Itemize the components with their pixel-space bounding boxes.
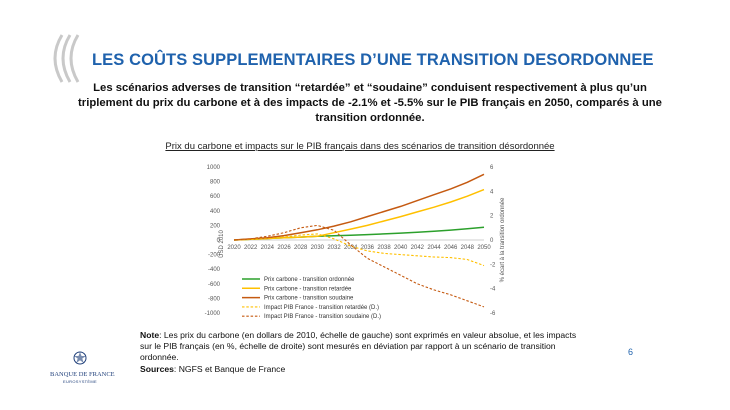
chart-series <box>233 173 485 308</box>
x-tick-label: 2036 <box>361 245 375 251</box>
legend-label: Impact PIB France - transition retardée … <box>264 305 379 311</box>
legend-label: Impact PIB France - transition soudaine … <box>264 314 381 320</box>
x-tick-label: 2038 <box>377 245 391 251</box>
right-axis-title: % écart à la transition ordonnée <box>500 197 506 282</box>
series-line-retardee <box>233 188 485 241</box>
left-tick-label: 600 <box>210 194 221 200</box>
legend-label: Prix carbone - transition soudaine <box>264 296 354 302</box>
x-tick-label: 2040 <box>394 245 408 251</box>
slide-title: LES COÛTS SUPPLEMENTAIRES D’UNE TRANSITI… <box>92 51 654 69</box>
note-text: : Les prix du carbone (en dollars de 201… <box>140 330 577 363</box>
left-tick-label: 200 <box>210 223 221 229</box>
page-number: 6 <box>628 347 634 357</box>
left-tick-label: -600 <box>208 282 221 288</box>
decorative-arcs <box>53 34 80 83</box>
x-tick-label: 2034 <box>344 245 358 251</box>
x-tick-label: 2026 <box>277 245 291 251</box>
logo-line2: EUROSYSTÈME <box>63 379 97 384</box>
left-tick-label: 1000 <box>207 165 221 171</box>
series-line-soudaine <box>233 173 485 241</box>
x-tick-label: 2032 <box>327 245 341 251</box>
slide-subtitle: Les scénarios adverses de transition “re… <box>78 82 662 124</box>
x-tick-label: 2030 <box>311 245 325 251</box>
x-tick-label: 2042 <box>411 245 425 251</box>
right-axis-ticks: 6 4 2 0 -2 -4 -6 <box>490 165 496 317</box>
x-axis-ticks: 2020 2022 2024 2026 2028 2030 2032 2034 2036 2038… <box>227 245 491 251</box>
right-tick-label: 0 <box>490 238 494 244</box>
x-tick-label: 2044 <box>427 245 441 251</box>
note-label: Note <box>140 330 160 340</box>
x-tick-label: 2046 <box>444 245 458 251</box>
series-line-pib-soudaine <box>233 224 485 308</box>
right-tick-label: -4 <box>490 287 496 293</box>
banque-de-france-logo: BANQUE DE FRANCE EUROSYSTÈME <box>50 350 115 384</box>
chart-legend: Prix carbone - transition ordonnée Prix c… <box>242 277 381 320</box>
chart-note: Note: Les prix du carbone (en dollars de… <box>140 330 580 375</box>
x-tick-label: 2020 <box>227 245 241 251</box>
chart-title: Prix du carbone et impacts sur le PIB fr… <box>165 141 555 152</box>
sources-label: Sources <box>140 363 174 374</box>
left-axis-ticks: 1000 800 600 400 200 0 -200 -400 -600 -800 -1000 <box>205 165 221 317</box>
legend-label: Prix carbone - transition ordonnée <box>264 277 355 283</box>
right-tick-label: 2 <box>490 214 494 220</box>
sources-text: : NGFS et Banque de France <box>173 363 286 374</box>
x-tick-label: 2048 <box>461 245 475 251</box>
left-tick-label: 400 <box>210 209 221 215</box>
legend-label: Prix carbone - transition retardée <box>264 286 352 292</box>
logo-line1: BANQUE DE FRANCE <box>50 371 115 378</box>
right-tick-label: 6 <box>490 165 494 171</box>
left-tick-label: -400 <box>208 267 221 273</box>
left-tick-label: 0 <box>217 238 221 244</box>
left-tick-label: -1000 <box>205 311 221 317</box>
x-tick-label: 2022 <box>244 245 258 251</box>
left-tick-label: -200 <box>208 253 221 259</box>
left-axis-title: USD 2010 <box>219 229 225 257</box>
logo-emblem-icon <box>73 351 87 365</box>
series-line-pib-retardee <box>233 233 485 267</box>
right-tick-label: -6 <box>490 311 496 317</box>
x-tick-label: 2050 <box>477 245 491 251</box>
left-tick-label: 800 <box>210 180 221 186</box>
right-tick-label: -2 <box>490 262 496 268</box>
left-tick-label: -800 <box>208 296 221 302</box>
right-tick-label: 4 <box>490 189 494 195</box>
x-tick-label: 2024 <box>261 245 275 251</box>
x-tick-label: 2028 <box>294 245 308 251</box>
